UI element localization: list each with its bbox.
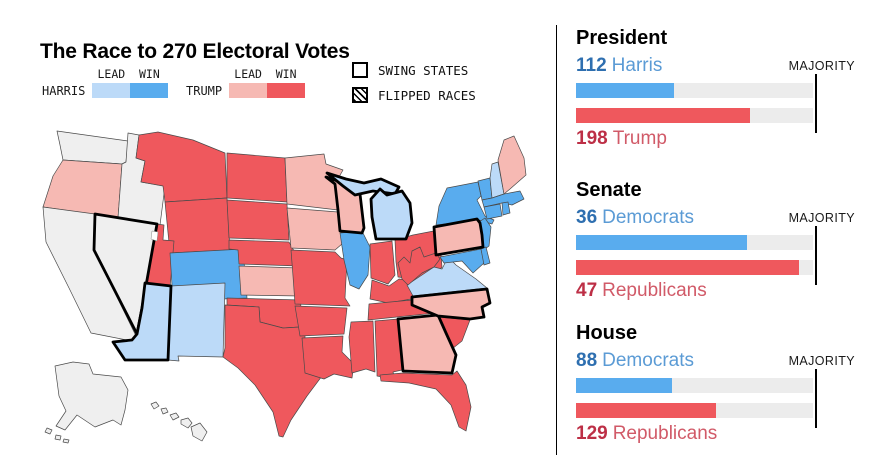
panel-senate: Senate 36 Democrats MAJORITY 47 Republican…: [576, 180, 855, 306]
swing-states-label: SWING STATES: [378, 62, 469, 78]
dem-name: Harris: [611, 55, 663, 76]
harris-win-swatch: [130, 83, 169, 98]
dem-value: 36: [576, 207, 598, 228]
flipped-races-icon: [352, 87, 368, 103]
state-ak[interactable]: [44, 427, 53, 435]
state-sd[interactable]: [226, 199, 290, 241]
legend-harris-label: HARRIS: [42, 83, 86, 98]
panel-title: President: [576, 27, 668, 49]
legend-win-label: WIN: [138, 67, 160, 81]
state-hi[interactable]: [160, 407, 169, 415]
panel-president: President 112 Harris MAJORITY 198 Trump: [576, 28, 855, 154]
state-nm[interactable]: [167, 282, 226, 362]
electoral-map[interactable]: [33, 128, 533, 470]
state-wy[interactable]: [164, 197, 231, 254]
state-pa[interactable]: [432, 217, 485, 257]
majority-threshold-line: [815, 226, 817, 285]
legend-trump-label: TRUMP: [186, 83, 223, 98]
majority-label: MAJORITY: [788, 59, 855, 73]
dem-result-label: 112 Harris: [576, 56, 662, 76]
dem-bar-fill: [576, 83, 675, 98]
panel-divider: [556, 25, 557, 455]
state-ks[interactable]: [238, 265, 302, 297]
rep-value: 47: [576, 280, 598, 301]
rep-bar-track: [576, 260, 813, 275]
rep-bar-fill: [576, 108, 750, 123]
rep-bar-track: [576, 108, 813, 123]
state-ne[interactable]: [228, 239, 300, 267]
harris-lead-swatch: [92, 83, 131, 98]
state-tx[interactable]: [222, 304, 323, 438]
state-la[interactable]: [301, 335, 355, 380]
dem-bar-track: [576, 235, 813, 250]
state-ak[interactable]: [62, 438, 70, 444]
state-ar[interactable]: [294, 305, 348, 337]
rep-name: Republicans: [612, 423, 718, 444]
state-nd[interactable]: [226, 152, 288, 203]
rep-result-label: 47 Republicans: [576, 281, 707, 301]
state-il[interactable]: [339, 230, 371, 290]
page-title: The Race to 270 Electoral Votes: [40, 40, 350, 64]
rep-bar-track: [576, 403, 813, 418]
panel-house: House 88 Democrats MAJORITY 129 Republican…: [576, 323, 855, 449]
state-fl[interactable]: [379, 370, 472, 432]
rep-name: Republicans: [602, 280, 707, 301]
trump-lead-swatch: [229, 83, 268, 98]
flipped-races-label: FLIPPED RACES: [378, 87, 476, 103]
dem-name: Democrats: [602, 350, 694, 371]
majority-threshold-line: [815, 74, 817, 133]
swing-state-icon: [352, 62, 368, 78]
dem-result-label: 88 Democrats: [576, 351, 694, 371]
majority-label: MAJORITY: [788, 211, 855, 225]
state-hi[interactable]: [169, 412, 180, 421]
rep-name: Trump: [612, 128, 667, 149]
state-ms[interactable]: [348, 320, 376, 374]
dem-bar-track: [576, 378, 813, 393]
dem-bar-fill: [576, 378, 672, 393]
state-mo[interactable]: [290, 249, 351, 307]
dem-bar-fill: [576, 235, 747, 250]
trump-win-swatch: [267, 83, 306, 98]
dem-bar-track: [576, 83, 813, 98]
legend-harris: LEAD WIN HARRIS: [42, 66, 169, 98]
state-hi[interactable]: [180, 417, 193, 429]
legend-win-label: WIN: [275, 67, 297, 81]
state-me[interactable]: [497, 135, 527, 195]
legend-lead-label: LEAD: [97, 67, 126, 81]
rep-bar-fill: [576, 260, 799, 275]
state-ia[interactable]: [286, 207, 346, 251]
dem-value: 88: [576, 350, 598, 371]
state-wa[interactable]: [56, 130, 129, 165]
rep-result-label: 129 Republicans: [576, 424, 717, 444]
state-ct[interactable]: [483, 203, 503, 220]
state-hi[interactable]: [150, 401, 160, 410]
legend-trump: LEAD WIN TRUMP: [186, 66, 306, 98]
state-wv[interactable]: [397, 246, 441, 286]
state-in[interactable]: [369, 240, 396, 285]
great-salt-lake: [150, 230, 159, 242]
state-de[interactable]: [480, 246, 491, 266]
panel-title: House: [576, 322, 638, 344]
dem-value: 112: [576, 55, 607, 76]
legend-swing-states: SWING STATES: [352, 62, 476, 78]
legend-flags: SWING STATES FLIPPED RACES: [352, 62, 476, 103]
state-nc[interactable]: [410, 287, 492, 321]
majority-threshold-line: [815, 369, 817, 428]
state-ak[interactable]: [54, 434, 62, 441]
state-hi[interactable]: [190, 422, 208, 442]
rep-result-label: 198 Trump: [576, 129, 667, 149]
state-ri[interactable]: [501, 201, 511, 216]
rep-value: 129: [576, 423, 608, 444]
state-mi[interactable]: [369, 187, 414, 241]
state-ak[interactable]: [54, 361, 129, 431]
state-az[interactable]: [111, 281, 173, 362]
dem-name: Democrats: [602, 207, 694, 228]
legend-flipped-races: FLIPPED RACES: [352, 87, 476, 103]
legend-lead-label: LEAD: [234, 67, 262, 81]
rep-bar-fill: [576, 403, 717, 418]
majority-label: MAJORITY: [788, 354, 855, 368]
panel-title: Senate: [576, 179, 642, 201]
rep-value: 198: [576, 128, 608, 149]
dem-result-label: 36 Democrats: [576, 208, 694, 228]
